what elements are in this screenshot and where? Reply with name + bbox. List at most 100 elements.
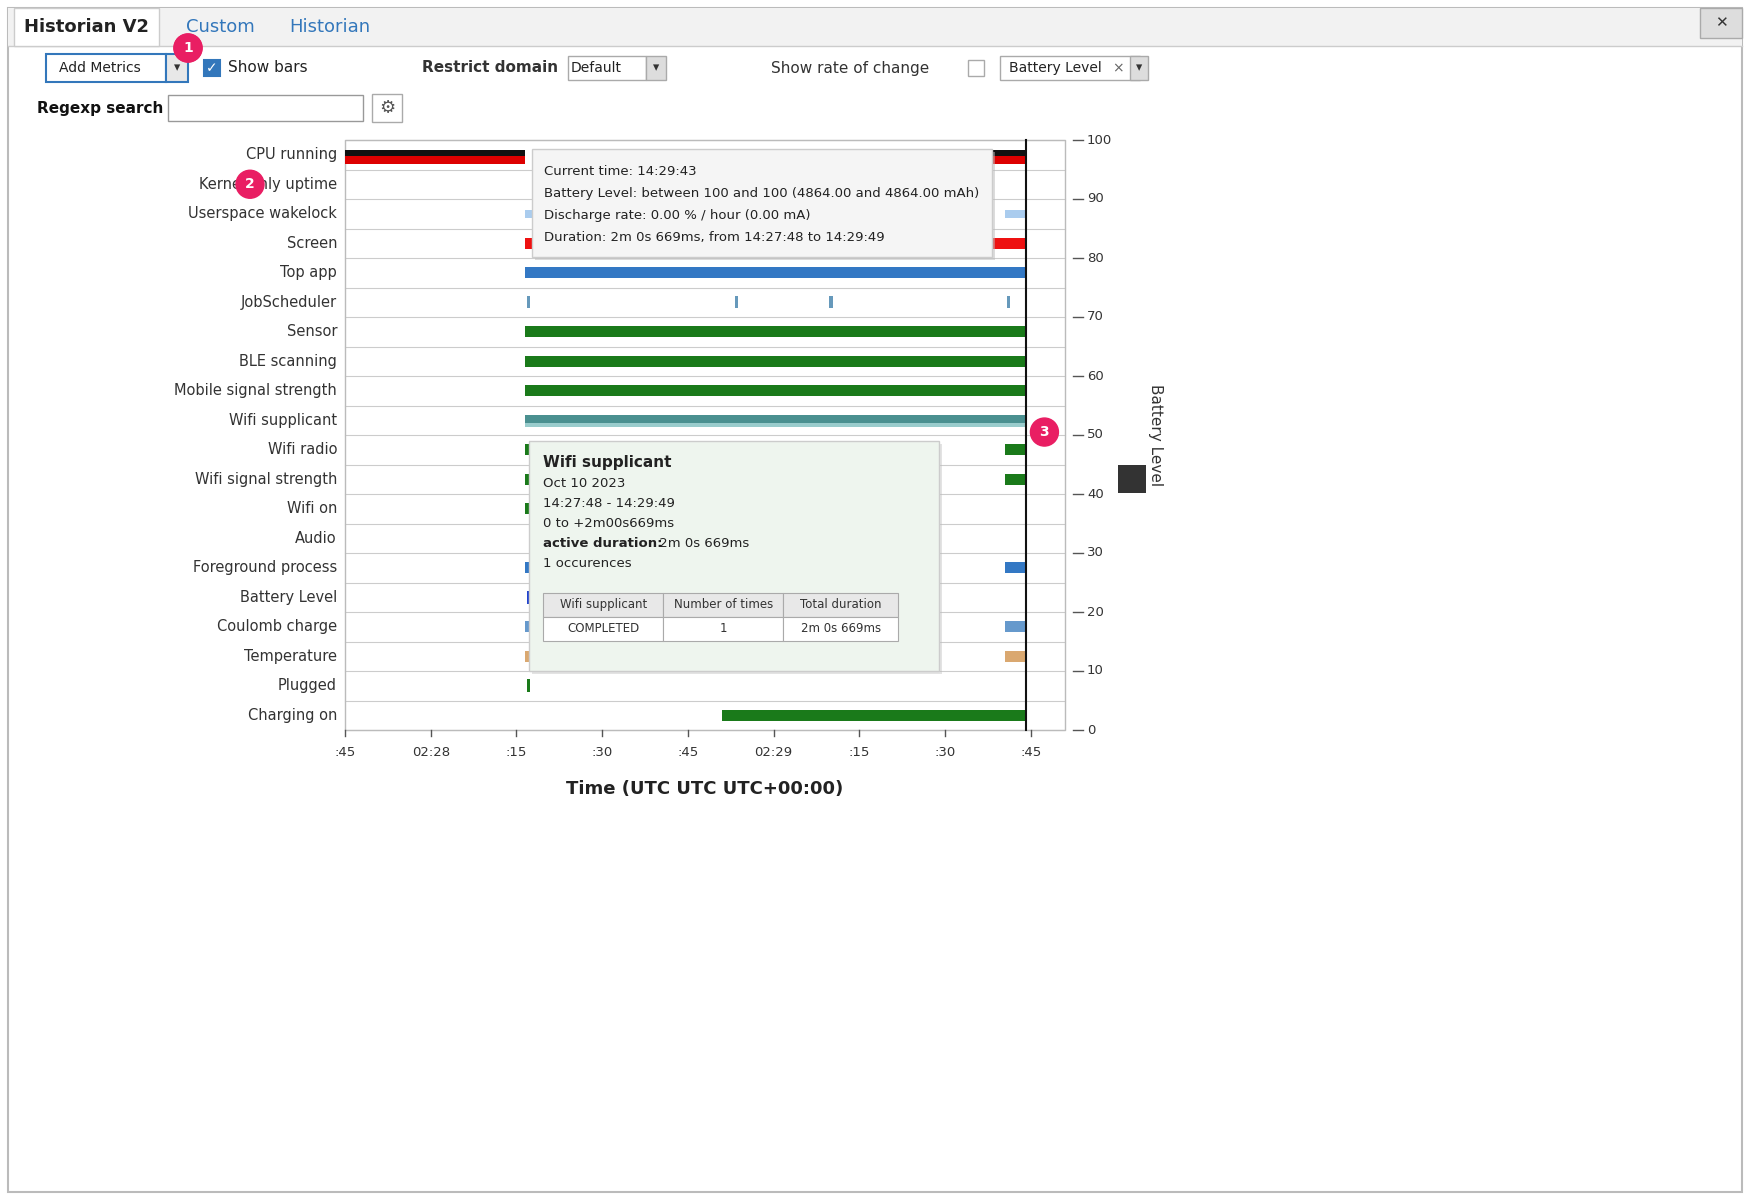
Bar [525, 444, 705, 455]
Bar [1118, 464, 1146, 493]
Bar [525, 326, 1027, 337]
Bar [46, 54, 166, 82]
Text: Wifi signal strength: Wifi signal strength [194, 472, 338, 487]
Text: :30: :30 [934, 746, 956, 758]
Text: Wifi radio: Wifi radio [268, 443, 338, 457]
Text: Userspace wakelock: Userspace wakelock [189, 206, 338, 221]
Text: ×: × [1113, 61, 1124, 74]
Bar [992, 150, 1027, 156]
Text: Show rate of change: Show rate of change [772, 60, 929, 76]
Bar [345, 152, 525, 164]
Bar [784, 617, 898, 641]
Text: Battery Level: Battery Level [1008, 61, 1101, 74]
Text: 90: 90 [1087, 192, 1104, 205]
Text: ▾: ▾ [653, 61, 660, 74]
Text: Mobile signal strength: Mobile signal strength [175, 383, 338, 398]
Bar [1004, 650, 1027, 661]
Text: Coulomb charge: Coulomb charge [217, 619, 338, 635]
Text: :15: :15 [849, 746, 870, 758]
Text: 2m 0s 669ms: 2m 0s 669ms [802, 623, 880, 636]
Text: Battery Level: between 100 and 100 (4864.00 and 4864.00 mAh): Battery Level: between 100 and 100 (4864… [544, 187, 978, 200]
Bar [830, 296, 833, 308]
Text: 10: 10 [1087, 665, 1104, 678]
Text: COMPLETED: COMPLETED [567, 623, 639, 636]
Bar [525, 210, 628, 218]
Bar [9, 8, 1741, 46]
Bar [525, 415, 1027, 426]
Text: Oct 10 2023: Oct 10 2023 [542, 476, 626, 490]
Text: Kernel only uptime: Kernel only uptime [200, 176, 338, 192]
Text: :45: :45 [334, 746, 355, 758]
Bar [532, 444, 942, 674]
Text: Battery Level: Battery Level [1148, 384, 1162, 486]
Bar [525, 504, 705, 514]
Text: Wifi supplicant: Wifi supplicant [560, 599, 648, 611]
Bar [968, 60, 984, 76]
Text: 3: 3 [1040, 425, 1050, 439]
Bar [1130, 56, 1148, 80]
Text: 50: 50 [1087, 428, 1104, 442]
Text: Add Metrics: Add Metrics [60, 61, 140, 74]
Circle shape [236, 170, 264, 198]
Bar [663, 593, 784, 617]
Bar [168, 95, 362, 121]
Bar [663, 617, 784, 641]
Text: 70: 70 [1087, 311, 1104, 324]
Text: Historian: Historian [289, 18, 371, 36]
Text: Number of times: Number of times [674, 599, 774, 611]
Bar [569, 56, 646, 80]
Bar [1004, 563, 1027, 574]
Text: 0: 0 [1087, 724, 1096, 737]
Bar [735, 296, 738, 308]
Text: 1 occurences: 1 occurences [542, 557, 632, 570]
Text: Top app: Top app [280, 265, 338, 281]
Bar [345, 140, 1066, 730]
Bar [1006, 296, 1010, 308]
Text: Regexp search: Regexp search [37, 101, 163, 115]
Bar [527, 296, 530, 308]
Text: Default: Default [570, 61, 621, 74]
Text: Screen: Screen [287, 235, 338, 251]
Text: :45: :45 [677, 746, 698, 758]
Text: ✓: ✓ [206, 61, 217, 74]
Bar [992, 152, 1027, 164]
Text: 02:29: 02:29 [754, 746, 793, 758]
Bar [1004, 474, 1027, 485]
Text: 1: 1 [184, 41, 192, 55]
Bar [166, 54, 187, 82]
Bar [14, 8, 159, 46]
Text: 2m 0s 669ms: 2m 0s 669ms [654, 536, 749, 550]
Bar [525, 622, 705, 632]
Bar [542, 617, 663, 641]
Text: Duration: 2m 0s 669ms, from 14:27:48 to 14:29:49: Duration: 2m 0s 669ms, from 14:27:48 to … [544, 230, 884, 244]
Circle shape [173, 34, 201, 62]
Bar [999, 56, 1139, 80]
Bar [528, 440, 940, 671]
Text: :45: :45 [1020, 746, 1041, 758]
Bar [373, 94, 402, 122]
Text: CPU running: CPU running [245, 148, 338, 162]
Text: 20: 20 [1087, 606, 1104, 618]
Text: Custom: Custom [186, 18, 254, 36]
Text: Wifi on: Wifi on [287, 502, 338, 516]
Text: BLE scanning: BLE scanning [240, 354, 338, 368]
Bar [525, 563, 705, 574]
Text: 2: 2 [245, 178, 256, 191]
Bar [527, 679, 530, 692]
Bar [646, 56, 667, 80]
Bar [527, 590, 530, 604]
Text: 14:27:48 - 14:29:49: 14:27:48 - 14:29:49 [542, 497, 676, 510]
Text: Audio: Audio [296, 530, 338, 546]
Text: 1: 1 [719, 623, 726, 636]
Text: Total duration: Total duration [800, 599, 882, 611]
Text: 40: 40 [1087, 487, 1104, 500]
Bar [1004, 622, 1027, 632]
Text: active duration:: active duration: [542, 536, 663, 550]
Bar [525, 424, 1027, 427]
Text: Temperature: Temperature [243, 649, 338, 664]
Text: 100: 100 [1087, 133, 1113, 146]
Text: :15: :15 [506, 746, 527, 758]
Text: Time (UTC UTC UTC+00:00): Time (UTC UTC UTC+00:00) [567, 780, 844, 798]
Text: ⚙: ⚙ [380, 98, 396, 116]
Text: ▾: ▾ [1136, 61, 1143, 74]
